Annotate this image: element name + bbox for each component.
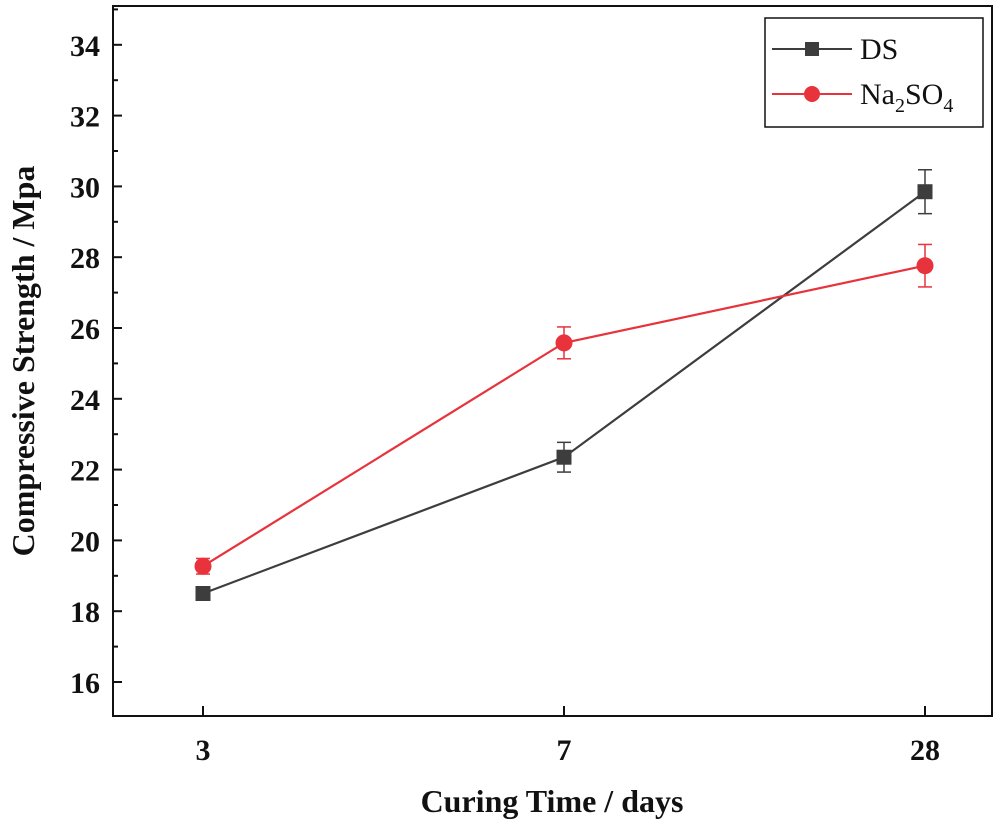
- data-point: [556, 449, 572, 465]
- data-point: [194, 557, 212, 575]
- legend-item-na2so4: Na2SO4: [772, 78, 953, 117]
- series-ds: [195, 169, 933, 601]
- legend: DS Na2SO4: [764, 17, 984, 128]
- legend-label-na2so4: Na2SO4: [860, 78, 953, 117]
- x-axis: 3 7 28: [196, 706, 940, 767]
- y-tick-label: 34: [70, 30, 100, 63]
- series-na2so4: [194, 243, 934, 575]
- legend-item-ds: DS: [772, 33, 898, 66]
- x-tick-label: 3: [196, 734, 211, 767]
- x-axis-title: Curing Time / days: [421, 783, 684, 819]
- data-point: [917, 184, 933, 200]
- y-tick-label: 32: [70, 101, 100, 134]
- legend-marker-ds: [805, 42, 819, 56]
- legend-label-ds: DS: [860, 33, 898, 66]
- y-tick-label: 30: [70, 171, 100, 204]
- legend-sub-2: 2: [895, 95, 905, 117]
- y-tick-label: 26: [70, 313, 100, 346]
- y-tick-label: 28: [70, 242, 100, 275]
- legend-box: [764, 17, 984, 128]
- y-tick-label: 18: [70, 596, 100, 629]
- series-line-na2so4: [202, 264, 926, 568]
- data-point: [916, 257, 934, 275]
- plot-frame: [112, 5, 993, 717]
- legend-marker-na2so4: [804, 86, 820, 102]
- legend-sub-4: 4: [943, 95, 953, 117]
- y-axis: 16 18 20 22 24 26 28 30 32 34: [70, 8, 122, 700]
- series-layer: [194, 169, 934, 601]
- data-point: [195, 586, 211, 601]
- x-tick-label: 28: [910, 734, 940, 767]
- y-axis-title: Compressive Strength / Mpa: [5, 166, 41, 557]
- y-tick-label: 16: [70, 667, 100, 700]
- y-tick-label: 22: [70, 455, 100, 488]
- series-line-ds: [202, 190, 926, 595]
- data-point: [555, 334, 573, 352]
- x-tick-label: 7: [557, 734, 572, 767]
- y-tick-label: 24: [70, 384, 100, 417]
- legend-so: SO: [905, 78, 943, 111]
- y-tick-label: 20: [70, 525, 100, 558]
- legend-na: Na: [860, 78, 895, 111]
